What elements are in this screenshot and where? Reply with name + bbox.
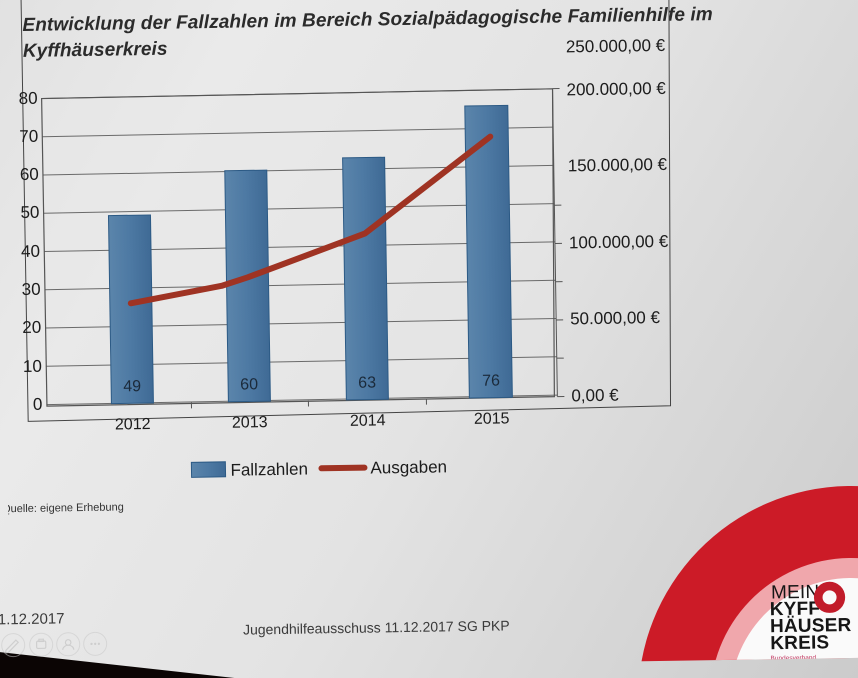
svg-text:KREIS: KREIS xyxy=(770,632,829,654)
svg-text:Bundesverband: Bundesverband xyxy=(770,655,816,663)
